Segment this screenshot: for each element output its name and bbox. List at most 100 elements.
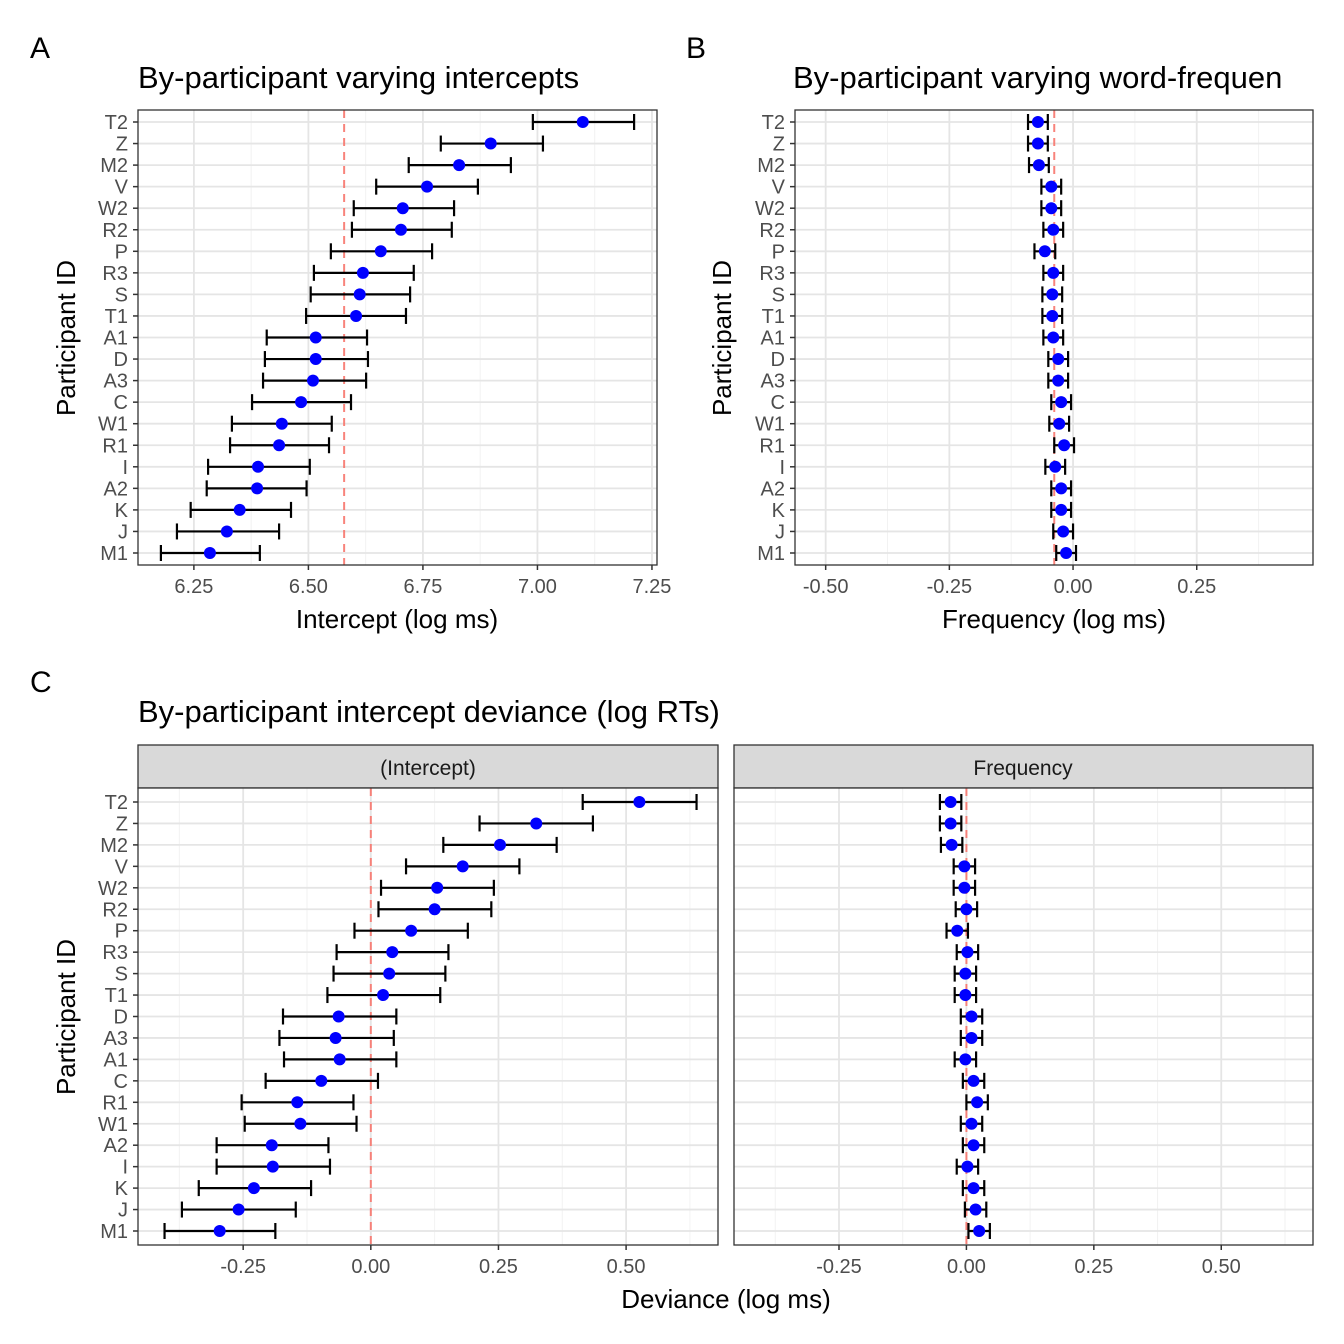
y-tick-label-I: I <box>122 1157 128 1179</box>
strip-frequency-label: Frequency <box>973 757 1073 780</box>
y-tick-label-R2: R2 <box>102 899 128 921</box>
panel-b-border <box>794 109 1314 566</box>
y-tick-label-T2: T2 <box>105 792 128 814</box>
y-tick-label-T2: T2 <box>762 112 785 134</box>
y-tick-label-W1: W1 <box>98 414 128 436</box>
y-tick-label-R2: R2 <box>759 220 785 242</box>
panel-c-xlabel: Deviance (log ms) <box>621 1284 831 1314</box>
panel-b-point-V <box>1045 180 1058 193</box>
panel-b-point-T1 <box>1046 309 1059 322</box>
y-tick-label-I: I <box>122 457 128 479</box>
y-tick-label-P: P <box>115 241 128 263</box>
panel-b-point-K <box>1055 503 1068 516</box>
panel-tag-c: C <box>30 666 52 699</box>
x-tick-label: 0.25 <box>479 1256 518 1278</box>
panel-c-intercept-point-A2 <box>265 1139 278 1152</box>
panel-c-frequency-point-M1 <box>973 1225 986 1237</box>
y-tick-label-P: P <box>772 241 785 263</box>
panel-c-intercept-point-V <box>456 860 469 873</box>
x-tick-label: 6.25 <box>174 576 213 598</box>
panel-b-point-A1 <box>1047 331 1060 344</box>
strip-frequency-bg <box>733 744 1314 789</box>
panel-a-point-M1 <box>203 547 216 559</box>
y-tick-label-R1: R1 <box>102 435 128 457</box>
panel-c-intercept-point-J <box>232 1203 245 1216</box>
panel-a-point-T2 <box>576 116 589 128</box>
y-tick-label-Z: Z <box>773 134 785 156</box>
panel-c-frequency-point-W1 <box>965 1117 978 1130</box>
y-tick-label-A3: A3 <box>104 371 128 393</box>
y-tick-label-R3: R3 <box>759 263 785 285</box>
y-tick-label-V: V <box>772 177 786 199</box>
y-tick-label-J: J <box>118 1200 128 1222</box>
panel-a-point-J <box>220 525 233 538</box>
y-tick-label-M2: M2 <box>100 155 128 177</box>
panel-tag-a: A <box>30 32 50 65</box>
panel-c-ylabel: Participant ID <box>51 939 81 1095</box>
y-tick-label-A3: A3 <box>761 371 785 393</box>
panel-c-frequency-point-R2 <box>960 903 973 916</box>
y-tick-label-T1: T1 <box>762 306 785 328</box>
x-tick-label: 0.00 <box>947 1256 986 1278</box>
panel-c-title: By-participant intercept deviance (log R… <box>138 694 720 729</box>
panel-c-intercept-point-M1 <box>213 1225 226 1237</box>
x-tick-label: 0.50 <box>1202 1256 1241 1278</box>
strip-intercept-label: (Intercept) <box>380 757 476 780</box>
y-tick-label-D: D <box>114 349 128 371</box>
y-tick-label-J: J <box>775 521 785 543</box>
panel-a-point-R3 <box>356 266 369 279</box>
panel-a-point-M2 <box>453 159 466 172</box>
panel-c-intercept-point-R2 <box>428 903 441 916</box>
y-tick-label-W1: W1 <box>755 414 785 436</box>
y-tick-label-T1: T1 <box>105 306 128 328</box>
panel-a-border <box>137 109 658 566</box>
panel-c-frequency-border <box>733 787 1314 1246</box>
x-tick-label: -0.25 <box>816 1256 862 1278</box>
panel-c-intercept-point-C <box>315 1074 328 1087</box>
panel-c-intercept-point-T2 <box>633 796 646 808</box>
panel-c-intercept-point-Z <box>530 817 543 830</box>
y-tick-label-R1: R1 <box>759 435 785 457</box>
panel-c-frequency-point-P <box>951 924 964 937</box>
panel-a-ylabel: Participant ID <box>51 260 81 416</box>
panel-b-point-R1 <box>1058 439 1071 452</box>
panel-b-point-A2 <box>1055 482 1068 495</box>
panel-c-intercept-point-R3 <box>386 946 399 959</box>
y-tick-label-K: K <box>115 500 129 522</box>
panel-a-point-S <box>353 288 366 301</box>
panel-c-intercept-point-K <box>247 1182 260 1195</box>
y-tick-label-J: J <box>118 521 128 543</box>
panel-a-point-A3 <box>306 374 319 387</box>
panel-c-intercept-point-T1 <box>377 989 390 1002</box>
panel-c-intercept-point-S <box>383 967 396 980</box>
y-tick-label-C: C <box>114 392 128 414</box>
panel-a-point-T1 <box>350 309 363 322</box>
panel-c-frequency-point-Z <box>944 817 957 830</box>
x-tick-label: 0.00 <box>351 1256 390 1278</box>
panel-b-point-D <box>1052 353 1065 366</box>
x-tick-label: 6.50 <box>289 576 328 598</box>
panel-tag-b: B <box>686 32 706 65</box>
y-tick-label-Z: Z <box>116 134 128 156</box>
panel-c-frequency-point-A1 <box>959 1053 972 1066</box>
panel-a-point-P <box>374 245 387 258</box>
panel-c-intercept-point-R1 <box>291 1096 304 1109</box>
panel-b-point-I <box>1049 460 1062 473</box>
panel-b-point-J <box>1057 525 1070 538</box>
panel-c-frequency-point-I <box>961 1160 974 1173</box>
x-tick-label: 7.00 <box>518 576 557 598</box>
y-tick-label-P: P <box>115 921 128 943</box>
panel-a-point-Z <box>484 137 497 150</box>
y-tick-label-A2: A2 <box>104 478 128 500</box>
panel-c-frequency-point-R1 <box>971 1096 984 1109</box>
panel-b-point-P <box>1038 245 1051 258</box>
y-tick-label-A3: A3 <box>104 1028 128 1050</box>
panel-b-point-C <box>1055 396 1068 409</box>
panel-a-point-W1 <box>275 417 288 430</box>
panel-b-point-R2 <box>1047 223 1060 236</box>
y-tick-label-A1: A1 <box>104 1049 128 1071</box>
panel-c-frequency-point-K <box>967 1182 980 1195</box>
y-tick-label-V: V <box>115 856 129 878</box>
